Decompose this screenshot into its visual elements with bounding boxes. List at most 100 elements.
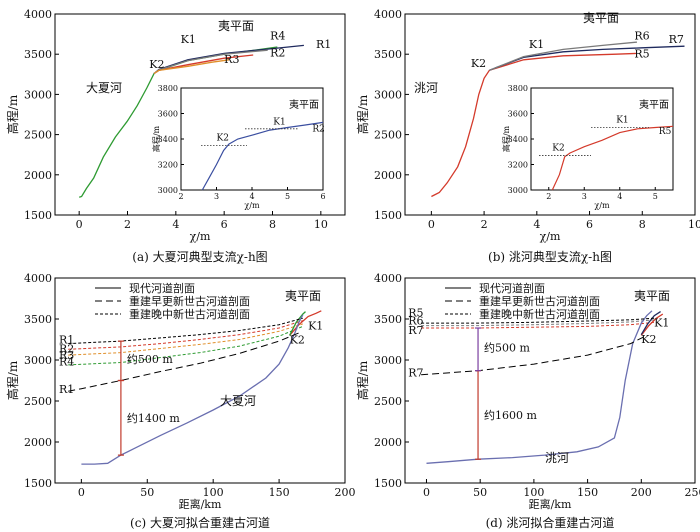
inset-y-tick-label: 3200 [508,161,528,170]
inset-point-label: R5 [659,127,672,137]
y-tick-label: 1500 [24,477,52,490]
inset-x-tick-label: 6 [320,192,325,201]
y-tick-label: 3000 [24,88,52,101]
x-tick-label: 0 [423,486,430,499]
inset-y-tick-label: 3000 [508,186,528,195]
panel-caption: (a) 大夏河典型支流χ-h图 [132,250,267,264]
series-line [81,314,304,465]
y-tick-label: 1500 [374,209,402,222]
point-label: R7 [408,324,423,337]
series-line [426,310,653,464]
inset-x-axis-label: χ/m [244,201,260,210]
panel-caption: (b) 洮河典型支流χ-h图 [488,250,612,264]
palaeo-profile-line [421,321,655,329]
inset-point-label: K1 [616,115,628,125]
legend-label: 重建晚中新世古河道剖面 [129,307,250,321]
inset-y-tick-label: 3200 [158,161,178,170]
inset-x-tick-label: 5 [653,192,658,201]
panel-caption: (c) 大夏河拟合重建古河道 [130,515,270,530]
point-label: R3 [59,349,74,362]
point-label: R5 [408,307,423,320]
x-tick-label: 250 [685,486,700,499]
legend-label: 重建晚中新世古河道剖面 [479,307,600,321]
y-tick-label: 3500 [24,48,52,61]
inset-y-tick-label: 3800 [508,84,528,93]
inset-point-label: K2 [217,133,229,143]
y-axis-label: 高程/m [5,360,20,400]
inset-y-axis-label: 高程/m [151,125,161,152]
series-line [489,41,638,71]
x-tick-label: 50 [473,486,487,499]
point-label: K1 [181,33,196,46]
y-tick-label: 2500 [24,395,52,408]
inset-y-tick-label: 3400 [508,135,528,144]
series-line [68,317,303,345]
y-tick-label: 3000 [24,354,52,367]
panel-caption: (d) 洮河拟合重建古河道 [486,515,615,530]
x-tick-label: 8 [639,218,646,231]
x-tick-label: 200 [335,486,356,499]
point-label: R1 [316,38,331,51]
x-tick-label: 4 [533,218,540,231]
x-tick-label: 10 [688,218,700,231]
inset-x-tick-label: 4 [249,192,254,201]
inset-y-tick-label: 3000 [158,186,178,195]
inset-x-tick-label: 2 [546,192,551,201]
y-tick-label: 2000 [24,169,52,182]
point-label: K1 [529,38,544,51]
point-label: K2 [471,57,486,70]
x-tick-label: 4 [172,218,179,231]
legend-label: 现代河道剖面 [479,281,545,295]
inset-x-tick-label: 4 [617,192,622,201]
y-tick-label: 4000 [24,8,52,21]
plot-frame [54,13,346,216]
surface-label: 夷平面 [634,288,670,303]
point-label: R4 [270,30,285,43]
y-tick-label: 2500 [24,129,52,142]
x-tick-label: 100 [523,486,544,499]
surface-label: 夷平面 [583,10,619,25]
plot-frame [404,277,696,484]
point-label: R4 [59,356,74,369]
inset-surface-label: 夷平面 [289,98,319,111]
y-tick-label: 4000 [24,272,52,285]
point-label: R1 [59,334,74,347]
inset-panel: 2 3 4 5 6 3000 3200 3400 3600 3800 χ/m 高程/m K2 K1 R2 夷平… [151,84,326,210]
point-label: R2 [270,47,285,60]
y-tick-label: 3000 [374,354,402,367]
river-label: 大夏河 [220,394,256,408]
y-tick-label: 2500 [374,395,402,408]
y-axis-label: 高程/m [355,94,370,134]
inset-background [531,88,673,190]
profile-end-line [640,311,661,335]
point-label: R5 [634,47,649,60]
series-line [153,59,230,75]
point-label: K2 [149,58,164,71]
profile-end-line [640,313,664,336]
point-label: R7 [408,366,423,379]
inset-background [181,88,323,190]
inset-y-tick-label: 3400 [158,135,178,144]
y-tick-label: 2000 [374,436,402,449]
x-axis-label: 距离/km [179,497,222,511]
inset-series-line [551,125,674,191]
point-label: K1 [654,316,669,329]
inset-y-tick-label: 3600 [158,110,178,119]
point-label: K2 [290,334,305,347]
point-label: R6 [634,30,649,43]
inset-y-tick-label: 3800 [158,84,178,93]
x-tick-label: 10 [314,218,328,231]
panel-d: 0 50 100 150 200 250 1500 2000 2500 3000 3500 4000 距… [355,272,700,530]
series-line [421,317,655,324]
river-label: 洮河 [545,451,569,465]
y-tick-label: 2000 [24,436,52,449]
series-line [68,332,300,392]
y-tick-label: 1500 [374,477,402,490]
y-tick-label: 1500 [24,209,52,222]
x-tick-label: 6 [221,218,228,231]
x-tick-label: 2 [481,218,488,231]
series-line [431,52,638,198]
inset-x-tick-label: 3 [214,192,219,201]
y-axis-label: 高程/m [355,360,370,400]
